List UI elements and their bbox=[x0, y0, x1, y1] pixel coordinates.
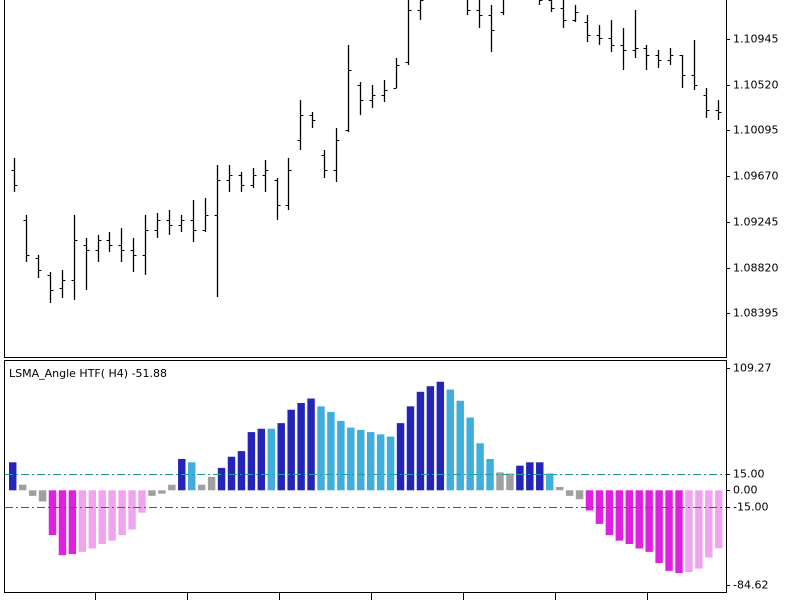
histogram-bar bbox=[68, 490, 77, 555]
histogram-bar bbox=[615, 490, 624, 541]
y-tick-label: 1.10520 bbox=[733, 79, 779, 92]
y-tick-label: 0.00 bbox=[733, 484, 758, 497]
histogram-bar bbox=[645, 490, 653, 552]
histogram-bar bbox=[575, 490, 584, 500]
price-panel bbox=[4, 0, 727, 358]
histogram-bar bbox=[28, 490, 37, 496]
histogram-bar bbox=[565, 490, 574, 496]
histogram-bar bbox=[78, 490, 87, 552]
histogram-bar bbox=[546, 473, 554, 491]
y-tick-label: 1.09245 bbox=[733, 216, 779, 229]
histogram-bar bbox=[207, 476, 216, 491]
histogram-bar bbox=[705, 490, 713, 558]
histogram-bar bbox=[466, 417, 474, 491]
histogram-bar bbox=[605, 490, 614, 536]
y-tick-label: 109.27 bbox=[733, 362, 772, 375]
y-tick-label: 1.09670 bbox=[733, 170, 779, 183]
histogram-bar bbox=[277, 423, 285, 491]
y-tick-label: -15.00 bbox=[733, 501, 768, 514]
histogram-bar bbox=[197, 484, 206, 491]
histogram-bar bbox=[118, 490, 126, 536]
histogram-bar bbox=[58, 490, 67, 556]
histogram-bar bbox=[416, 391, 425, 491]
histogram-bar bbox=[396, 423, 405, 491]
histogram-bar bbox=[227, 456, 236, 491]
histogram-bar bbox=[526, 462, 534, 491]
histogram-bar bbox=[476, 443, 484, 491]
histogram-bar bbox=[257, 428, 266, 491]
histogram-bar bbox=[695, 490, 703, 569]
histogram-bar bbox=[426, 386, 435, 491]
y-tick-label: 1.10945 bbox=[733, 33, 779, 46]
histogram-bar bbox=[665, 490, 673, 571]
histogram-bar bbox=[237, 451, 246, 491]
histogram-bar bbox=[675, 490, 683, 574]
histogram-bar bbox=[436, 381, 445, 491]
histogram-bar bbox=[317, 406, 325, 491]
histogram-bar bbox=[18, 484, 27, 491]
y-tick-label: -84.62 bbox=[733, 579, 768, 592]
histogram-bar bbox=[386, 436, 395, 491]
histogram-bar bbox=[347, 427, 355, 491]
histogram-bar bbox=[536, 462, 544, 491]
histogram-bar bbox=[496, 472, 504, 491]
histogram-bar bbox=[158, 490, 166, 494]
histogram-bar bbox=[287, 409, 295, 491]
histogram-bar bbox=[655, 490, 663, 564]
histogram-bar bbox=[357, 429, 365, 491]
price-plot bbox=[11, 0, 722, 304]
histogram-bar bbox=[188, 462, 196, 491]
histogram-bar bbox=[685, 490, 693, 572]
histogram-bar bbox=[247, 432, 256, 491]
histogram-bar bbox=[446, 389, 454, 491]
histogram-bar bbox=[376, 434, 385, 491]
histogram-bar bbox=[555, 486, 564, 491]
indicator-panel bbox=[4, 360, 727, 593]
indicator-plot bbox=[5, 381, 726, 574]
histogram-bar bbox=[38, 490, 47, 502]
histogram-bar bbox=[108, 490, 116, 541]
histogram-bar bbox=[456, 400, 464, 491]
histogram-bar bbox=[406, 406, 415, 491]
histogram-bar bbox=[48, 490, 57, 536]
histogram-bar bbox=[98, 490, 106, 545]
histogram-bar bbox=[297, 402, 305, 491]
histogram-bar bbox=[327, 411, 335, 491]
histogram-bar bbox=[715, 490, 723, 549]
histogram-bar bbox=[635, 490, 643, 549]
indicator-title: LSMA_Angle HTF( H4) -51.88 bbox=[9, 367, 167, 380]
histogram-bar bbox=[337, 420, 345, 491]
y-tick-label: 1.10095 bbox=[733, 124, 779, 137]
y-tick-label: 1.08395 bbox=[733, 307, 779, 320]
histogram-bar bbox=[625, 490, 633, 545]
y-tick-label: 15.00 bbox=[733, 468, 765, 481]
histogram-bar bbox=[128, 490, 136, 530]
histogram-bar bbox=[367, 432, 375, 491]
histogram-bar bbox=[217, 467, 226, 491]
y-tick-label: 1.08820 bbox=[733, 262, 779, 275]
histogram-bar bbox=[506, 473, 514, 491]
histogram-bar bbox=[267, 428, 275, 491]
histogram-bar bbox=[9, 462, 17, 491]
histogram-bar bbox=[138, 490, 146, 513]
histogram-bar bbox=[88, 490, 96, 549]
histogram-bar bbox=[516, 465, 524, 491]
histogram-bar bbox=[585, 490, 594, 511]
histogram-bar bbox=[168, 484, 176, 491]
histogram-bar bbox=[148, 490, 156, 496]
x-axis-ticks bbox=[95, 593, 648, 600]
histogram-bar bbox=[307, 398, 315, 491]
